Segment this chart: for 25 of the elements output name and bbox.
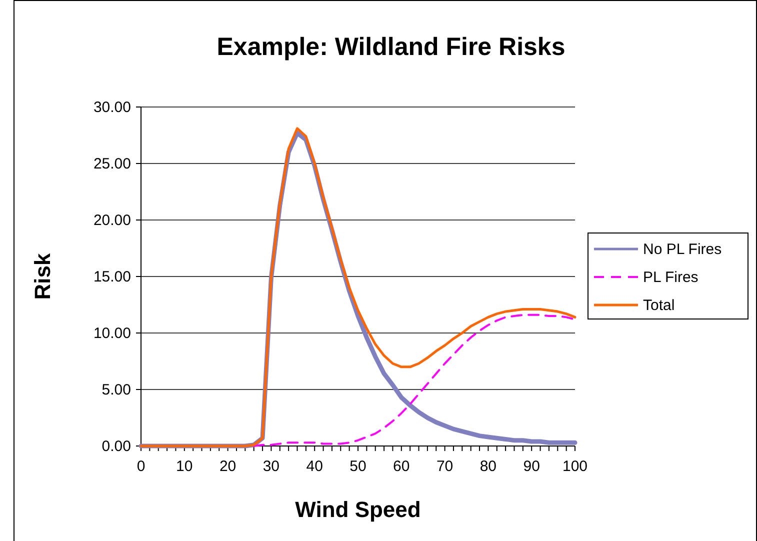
y-tick-label: 10.00	[93, 325, 131, 342]
x-tick-label: 80	[480, 458, 497, 475]
y-tick-label: 25.00	[93, 156, 131, 172]
x-tick-label: 30	[262, 458, 280, 475]
x-tick-label: 40	[306, 458, 323, 475]
x-axis-title: Wind Speed	[295, 497, 421, 522]
y-tick-label: 20.00	[93, 212, 131, 229]
x-tick-label: 50	[350, 458, 366, 475]
x-tick-label: 10	[176, 458, 193, 475]
x-tick-label: 70	[436, 458, 454, 475]
y-tick-label: 15.00	[93, 268, 131, 286]
line-series	[252, 314, 576, 447]
chart-title: Example: Wildland Fire Risks	[216, 33, 566, 61]
x-tick-label: 0	[136, 458, 146, 475]
x-tick-label: 60	[393, 458, 410, 475]
legend-label: Total	[643, 297, 675, 314]
x-tick-label: 90	[523, 458, 540, 475]
y-tick-label: 5.00	[102, 382, 131, 398]
legend-label: PL Fires	[643, 269, 698, 286]
x-tick-label: 100	[562, 458, 588, 475]
y-tick-label: 0.00	[102, 438, 131, 455]
y-tick-label: 30.00	[93, 99, 131, 116]
legend-label: No PL Fires	[643, 241, 722, 258]
y-axis-title: Risk	[30, 252, 55, 300]
x-tick-label: 20	[219, 458, 236, 475]
